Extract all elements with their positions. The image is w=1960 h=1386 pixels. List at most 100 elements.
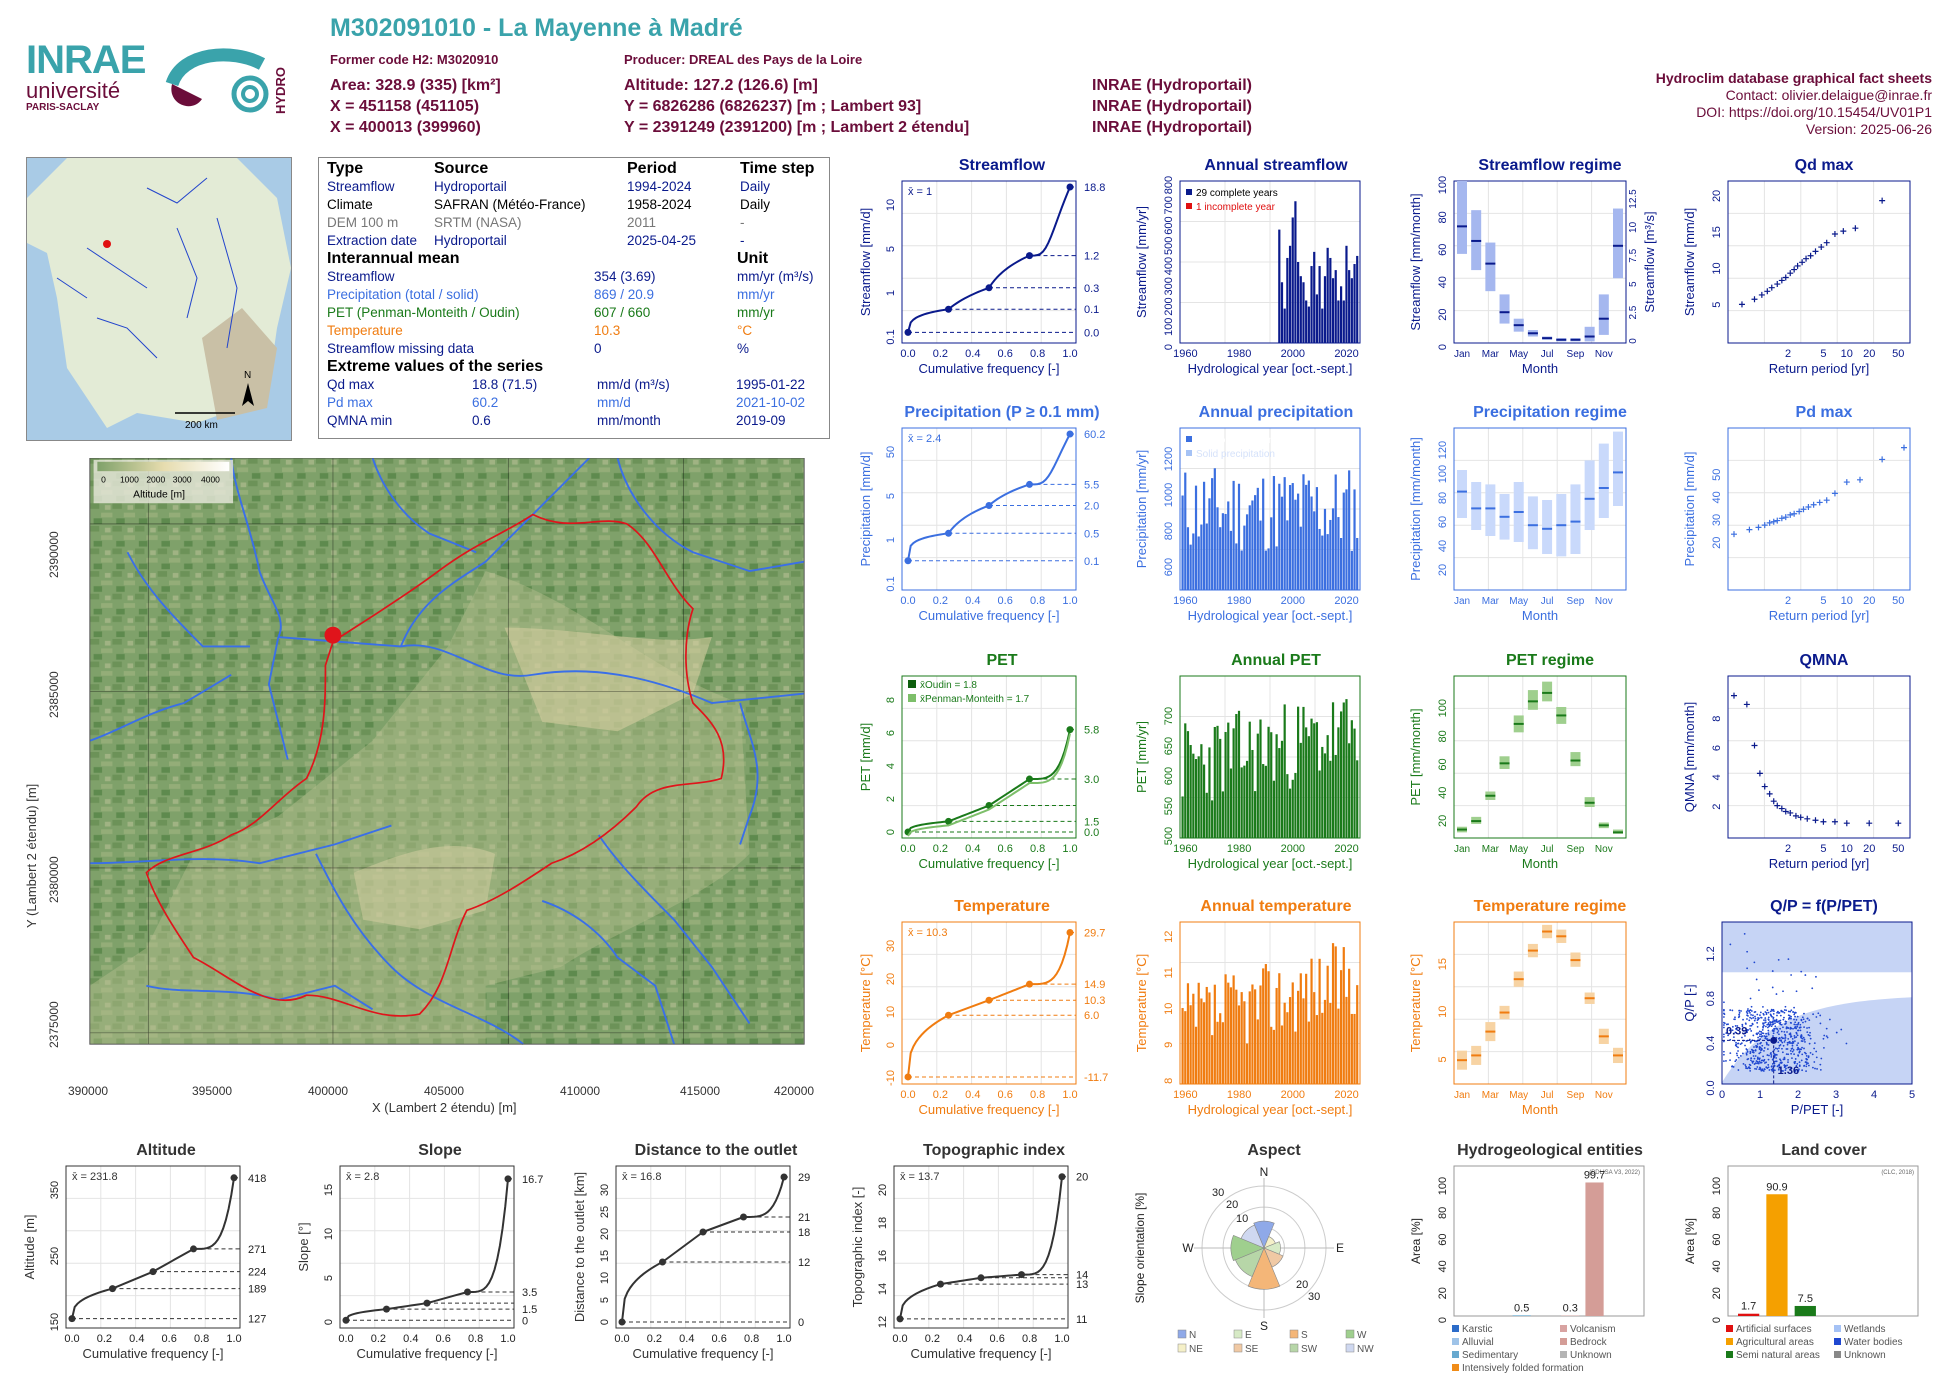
data-point	[1762, 1026, 1764, 1029]
data-point	[1774, 1053, 1777, 1056]
quantile-label: 29	[798, 1172, 810, 1184]
data-point	[1758, 1017, 1760, 1020]
bar	[1213, 468, 1216, 590]
data-point	[1810, 501, 1817, 508]
quantile-label: 18.8	[1084, 182, 1105, 194]
data-point	[1737, 1069, 1740, 1071]
bar	[1356, 537, 1359, 590]
bar	[1283, 1002, 1286, 1084]
bar	[1345, 996, 1348, 1084]
data-point	[1734, 1025, 1737, 1027]
tick-label: 1000	[1163, 483, 1175, 507]
bar	[1339, 538, 1343, 590]
map-scale: 200 km	[185, 420, 218, 431]
legend-label: 1 incomplete year	[1196, 202, 1276, 213]
tick-label: Jul	[1541, 596, 1554, 607]
data-point	[1785, 1053, 1788, 1056]
tick-label: 0.4	[1705, 1036, 1717, 1051]
data-point	[1773, 1069, 1776, 1072]
tick-label: 20	[1711, 537, 1723, 549]
tick-label: 16	[877, 1250, 889, 1262]
data-point	[1752, 1034, 1755, 1037]
bar	[1315, 294, 1319, 343]
data-point	[1783, 1058, 1786, 1060]
bar	[1345, 699, 1348, 838]
tick-label: 60	[1711, 1234, 1723, 1246]
data-point	[1736, 1025, 1739, 1027]
bar	[1348, 743, 1351, 838]
tick-label: 100	[1437, 176, 1449, 194]
tick-label: 600	[1163, 216, 1175, 234]
tick-label: 40	[1711, 491, 1723, 503]
bar	[1200, 744, 1203, 838]
tick-label: 0.8	[1030, 1089, 1045, 1101]
contact-email[interactable]: Contact: olivier.delaigue@inrae.fr	[1725, 87, 1932, 103]
data-point	[1751, 1023, 1754, 1026]
tick-label: 5	[885, 493, 897, 499]
altitude-legend: 0 1000 2000 3000 4000 Altitude [m]	[93, 459, 234, 504]
data-point	[1771, 1021, 1774, 1024]
cdf-curve-pm	[907, 733, 1071, 837]
data-point	[1752, 1055, 1755, 1057]
tick-label: 2000	[1281, 595, 1305, 607]
x-axis-label: Hydrological year [oct.-sept.]	[1188, 1102, 1353, 1117]
data-point	[1801, 1069, 1804, 1072]
bar	[1299, 973, 1302, 1084]
legend-swatch	[1186, 189, 1192, 195]
tick-label: Mar	[1482, 349, 1500, 360]
data-point	[1793, 1062, 1796, 1065]
data-point	[1800, 1040, 1803, 1042]
bar	[1205, 986, 1208, 1084]
data-point	[1769, 1023, 1772, 1026]
tick-label: 0.2	[97, 1333, 112, 1345]
bar	[1305, 973, 1308, 1084]
tick-label: 30	[885, 940, 897, 952]
chart-t_annual: Annual temperature 1960 1980 2000 2020 8 9 10 11…	[1134, 898, 1361, 1117]
plot-frame	[615, 1165, 791, 1329]
table-row: Precipitation (total / solid) 869 / 20.9 m…	[327, 287, 775, 302]
bar	[1342, 300, 1345, 343]
quantile-label: 5.5	[1084, 479, 1099, 491]
data-point	[1806, 1031, 1809, 1034]
y-axis-label: PET [mm/d]	[858, 723, 873, 791]
bar	[1224, 513, 1227, 590]
tick-label: 6	[885, 730, 897, 736]
y-axis-label: Temperature [°C]	[1408, 954, 1423, 1052]
data-point	[1758, 1046, 1761, 1048]
y-axis-label: Slope [°]	[296, 1222, 311, 1271]
data-point	[1770, 1025, 1773, 1028]
data-point	[1759, 1067, 1762, 1070]
bar	[1345, 489, 1348, 590]
data-point	[1819, 1063, 1822, 1066]
chart-pet_cdf: PET 0.0 0.2 0.4 0.6 0.8 1.0 0 2 4 6 8 Cumulative fre…	[858, 652, 1099, 871]
bar	[1313, 511, 1316, 590]
data-point	[1772, 1035, 1774, 1037]
bar	[1321, 535, 1324, 590]
data-point	[1729, 1059, 1731, 1062]
bar	[1297, 493, 1300, 590]
legend-swatch	[1186, 203, 1192, 209]
data-point	[1800, 1059, 1803, 1062]
tick-label: 0.0	[900, 843, 915, 855]
data-point	[1789, 1017, 1792, 1020]
data-point	[1801, 1046, 1803, 1049]
data-point	[1757, 1036, 1760, 1039]
bar	[1267, 548, 1270, 590]
data-point	[1754, 1017, 1757, 1020]
data-point	[1772, 1008, 1775, 1011]
category-bar	[1766, 1194, 1788, 1316]
y-axis-label: Streamflow [mm/yr]	[1134, 206, 1149, 318]
mean-annotation: x̄ = 2.8	[346, 1171, 379, 1183]
category-bar	[1512, 1315, 1531, 1316]
data-point	[1793, 1006, 1795, 1009]
data-point	[1794, 1021, 1797, 1024]
doi-link[interactable]: DOI: https://doi.org/10.15454/UV01P1	[1696, 104, 1932, 120]
data-point	[1741, 1052, 1744, 1055]
bar	[1227, 722, 1230, 838]
bar	[1307, 736, 1310, 838]
data-point	[1762, 1005, 1764, 1008]
bar	[1197, 536, 1200, 590]
plot-frame	[893, 1165, 1069, 1329]
tick-label: 7.5	[1628, 248, 1639, 262]
table-row: PET (Penman-Monteith / Oudin) 607 / 660 mm…	[327, 305, 775, 320]
